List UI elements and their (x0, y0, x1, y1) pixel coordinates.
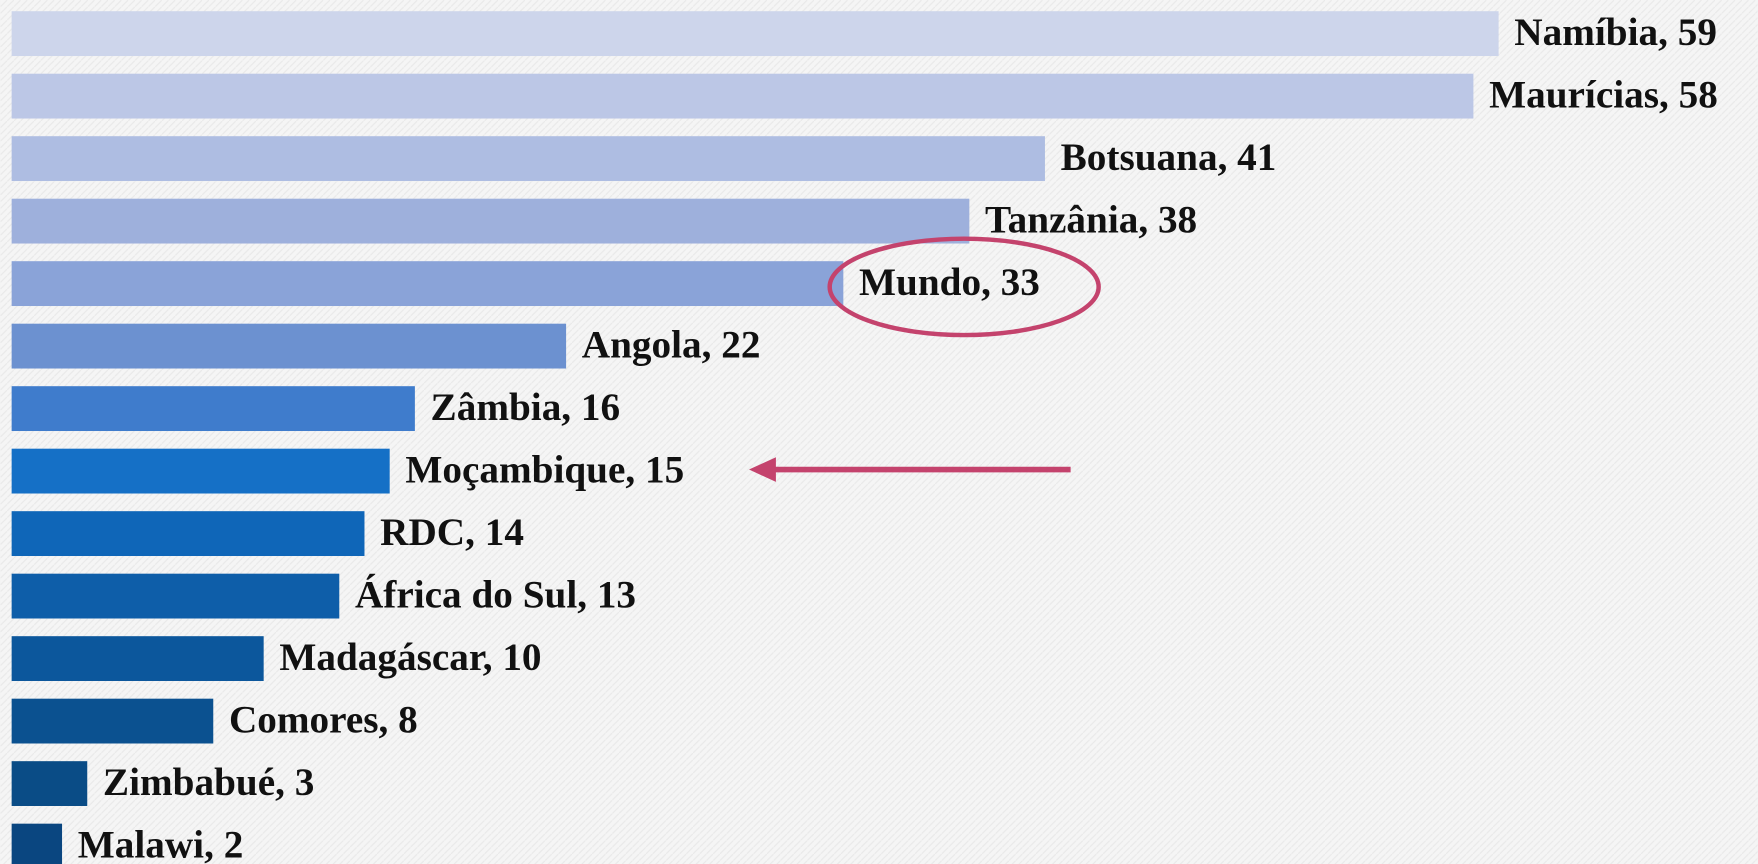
data-label: Namíbia, 59 (1514, 11, 1717, 54)
data-label: Moçambique, 15 (405, 448, 684, 491)
data-label: Angola, 22 (582, 323, 761, 366)
bar: RDC (11, 511, 365, 557)
data-label: Mundo, 33 (859, 261, 1040, 304)
data-label: RDC, 14 (380, 511, 524, 554)
bar: Namíbia (11, 11, 1499, 57)
data-label: Tanzânia, 38 (985, 198, 1197, 241)
bar: Malawi (11, 823, 63, 864)
data-label: Malawi, 2 (78, 823, 244, 864)
data-label: Botsuana, 41 (1061, 136, 1277, 179)
data-label: Zâmbia, 16 (431, 386, 621, 429)
data-label: Comores, 8 (229, 698, 418, 741)
bar: Zimbabué (11, 761, 88, 806)
data-label: África do Sul, 13 (355, 572, 636, 616)
bar: África do Sul (11, 573, 340, 619)
bar: Mundo (11, 261, 844, 307)
bar: Botsuana (11, 136, 1045, 182)
bar: Moçambique (11, 448, 390, 494)
data-label: Zimbabué, 3 (103, 761, 314, 804)
arrow-head (749, 457, 776, 482)
bar: Tanzânia (11, 198, 970, 244)
bar: Zâmbia (11, 386, 415, 432)
bar: Angola (11, 323, 567, 369)
bar: Comores (11, 698, 214, 744)
data-label: Maurícias, 58 (1489, 73, 1718, 116)
bar: Maurícias (11, 73, 1474, 119)
data-label: Madagáscar, 10 (279, 636, 541, 679)
highlight-ellipse (827, 236, 1101, 338)
bar: Madagáscar (11, 636, 264, 682)
bars: Namíbia Namíbia, 59 Maurícias Maurícias, 58… (11, 11, 1718, 864)
